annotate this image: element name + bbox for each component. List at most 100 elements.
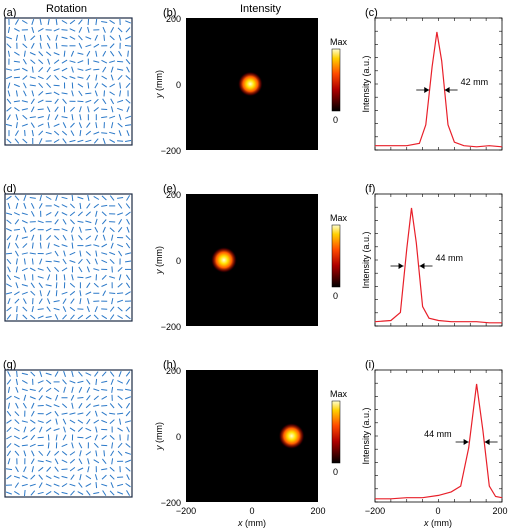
rotation-dash bbox=[127, 50, 129, 57]
rotation-dash bbox=[37, 380, 44, 384]
rotation-dash bbox=[77, 467, 84, 471]
rotation-dash bbox=[69, 139, 76, 143]
rotation-dash bbox=[94, 410, 98, 417]
rotation-dash bbox=[94, 371, 99, 377]
rotation-dash bbox=[61, 244, 68, 247]
rotation-dash bbox=[30, 474, 36, 480]
rotation-dash bbox=[101, 419, 108, 424]
rotation-dash bbox=[86, 395, 91, 401]
rotation-dash bbox=[117, 68, 124, 71]
rotation-dash bbox=[45, 419, 52, 424]
rotation-dash bbox=[125, 371, 131, 377]
rotation-dash bbox=[55, 34, 58, 41]
intensity-map bbox=[186, 194, 318, 326]
rotation-dash bbox=[101, 483, 108, 487]
rotation-dash bbox=[47, 18, 50, 25]
rotation-dash bbox=[45, 411, 52, 416]
rotation-dash bbox=[13, 275, 20, 279]
fwhm-arrowhead-left bbox=[424, 87, 430, 93]
rotation-dash bbox=[6, 98, 12, 105]
rotation-dash bbox=[38, 130, 44, 136]
rotation-dash bbox=[126, 66, 130, 73]
rotation-dash bbox=[53, 52, 60, 56]
rotation-dash bbox=[24, 130, 26, 137]
rotation-dash bbox=[78, 402, 83, 409]
rotation-dash bbox=[70, 219, 75, 225]
intensity-spot bbox=[237, 71, 263, 97]
rotation-dash bbox=[29, 396, 36, 400]
rotation-map-frame bbox=[4, 193, 133, 322]
colorbar bbox=[331, 224, 341, 288]
rotation-dash bbox=[38, 450, 44, 456]
rotation-dash bbox=[39, 426, 43, 433]
x-axis-label: x (mm) bbox=[237, 518, 266, 528]
rotation-dash bbox=[69, 260, 76, 263]
rotation-dash bbox=[15, 402, 19, 409]
rotation-dash bbox=[93, 395, 99, 401]
panel-label: (a) bbox=[3, 7, 16, 19]
y-axis-label-var: y bbox=[154, 445, 164, 451]
rotation-dash bbox=[118, 250, 123, 257]
rotation-dash bbox=[30, 98, 35, 105]
rotation-dash bbox=[117, 483, 124, 487]
rotation-dash bbox=[61, 116, 68, 119]
rotation-dash bbox=[62, 314, 67, 320]
rotation-dash bbox=[53, 387, 60, 393]
rotation-dash bbox=[77, 419, 84, 424]
rotation-dash bbox=[77, 211, 83, 217]
rotation-dash bbox=[70, 314, 75, 320]
rotation-dash bbox=[125, 235, 131, 241]
rotation-dash bbox=[13, 83, 20, 88]
rotation-dash bbox=[78, 234, 83, 241]
rotation-dash bbox=[126, 195, 131, 201]
rotation-dash bbox=[38, 474, 43, 480]
rotation-dash bbox=[69, 451, 76, 456]
profile-y-label: Intensity (a.u.) bbox=[361, 55, 371, 112]
rotation-dash bbox=[47, 122, 50, 129]
fwhm-arrowhead-right bbox=[444, 87, 450, 93]
rotation-dash bbox=[23, 50, 26, 57]
rotation-dash bbox=[31, 466, 34, 473]
intensity-spot bbox=[210, 246, 238, 274]
rotation-dash bbox=[14, 450, 20, 456]
rotation-dash bbox=[39, 370, 43, 377]
rotation-dash bbox=[61, 267, 68, 272]
rotation-dash bbox=[85, 435, 92, 440]
rotation-dash bbox=[47, 290, 51, 297]
rotation-dash bbox=[6, 283, 12, 288]
rotation-dash bbox=[29, 116, 36, 119]
rotation-dash bbox=[31, 66, 34, 73]
rotation-dash bbox=[69, 290, 76, 296]
rotation-dash bbox=[61, 451, 68, 456]
rotation-dash bbox=[86, 258, 91, 265]
rotation-dash bbox=[77, 427, 83, 432]
rotation-dash bbox=[101, 219, 107, 225]
rotation-dash bbox=[47, 274, 51, 281]
rotation-dash bbox=[61, 491, 68, 495]
rotation-dash bbox=[95, 210, 98, 217]
rotation-dash bbox=[21, 212, 28, 216]
rotation-map bbox=[4, 193, 133, 322]
rotation-dash bbox=[61, 483, 68, 488]
rotation-dash bbox=[37, 276, 44, 279]
colorbar bbox=[331, 400, 341, 464]
rotation-dash bbox=[45, 196, 52, 200]
rotation-dash bbox=[85, 68, 92, 71]
rotation-dash bbox=[31, 18, 35, 25]
rotation-dash bbox=[29, 252, 36, 255]
rotation-dash bbox=[6, 75, 12, 80]
rotation-dash bbox=[29, 267, 36, 272]
rotation-dash bbox=[102, 98, 107, 105]
rotation-dash bbox=[21, 100, 28, 103]
rotation-dash bbox=[45, 372, 52, 376]
rotation-dash bbox=[6, 219, 12, 224]
rotation-dash bbox=[6, 442, 12, 448]
x-tick-label: 0 bbox=[435, 506, 440, 516]
rotation-dash bbox=[77, 100, 84, 103]
rotation-dash bbox=[110, 106, 114, 113]
rotation-dash bbox=[101, 204, 108, 207]
rotation-dash bbox=[118, 274, 122, 281]
rotation-dash bbox=[101, 371, 107, 377]
rotation-dash bbox=[23, 258, 26, 265]
rotation-dash bbox=[53, 91, 60, 96]
